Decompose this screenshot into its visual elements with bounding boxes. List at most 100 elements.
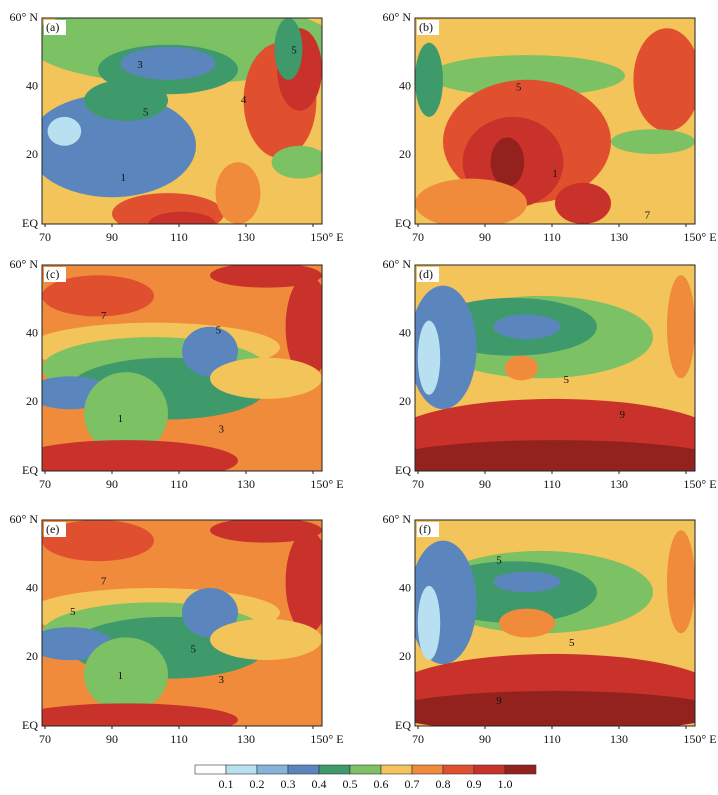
lon-label: 110 <box>170 230 188 244</box>
lon-label: 90 <box>479 732 491 746</box>
contour-region <box>120 46 216 80</box>
contour-region <box>417 320 441 395</box>
colorbar-box <box>287 764 320 775</box>
contour-label: 9 <box>496 695 502 707</box>
colorbar-tick-label: 0.8 <box>436 777 451 791</box>
contour-region <box>415 540 477 665</box>
contour-region <box>633 28 695 132</box>
colorbar-tick-label: 0.5 <box>343 777 358 791</box>
panel-frame <box>414 17 696 225</box>
lon-label: 150° E <box>310 732 343 746</box>
map-panel: 59 <box>415 265 695 471</box>
contour-region <box>148 211 216 224</box>
contour-label: 5 <box>516 82 522 94</box>
panel-label: (f) <box>419 522 431 536</box>
lat-label: EQ <box>22 216 38 230</box>
lon-label: 110 <box>170 732 188 746</box>
contour-region <box>42 703 238 726</box>
lon-label: 70 <box>412 230 424 244</box>
colorbar-tick-label: 0.6 <box>374 777 389 791</box>
contour-label: 7 <box>645 209 651 221</box>
colorbar-box <box>349 764 382 775</box>
contour-region <box>210 520 322 543</box>
contour-region <box>182 587 238 638</box>
lat-label: EQ <box>22 718 38 732</box>
panel-label: (b) <box>419 20 433 34</box>
contour-region <box>415 42 443 117</box>
contour-region <box>555 182 611 224</box>
contour-region <box>504 355 539 381</box>
lat-label: 40 <box>399 78 411 92</box>
lat-label: 20 <box>399 147 411 161</box>
contour-region <box>47 116 82 146</box>
lon-label: 110 <box>170 477 188 491</box>
lon-label: 130 <box>610 477 628 491</box>
lat-label: 40 <box>399 325 411 339</box>
lat-label: 20 <box>26 394 38 408</box>
contour-label: 7 <box>101 575 107 587</box>
contour-label: 3 <box>218 423 224 435</box>
lon-label: 130 <box>237 230 255 244</box>
contour-region <box>429 55 625 97</box>
contour-label: 5 <box>70 606 76 618</box>
lon-label: 90 <box>106 477 118 491</box>
colorbar-tick-label: 0.9 <box>467 777 482 791</box>
contour-region <box>417 585 441 661</box>
lat-label: 20 <box>399 649 411 663</box>
map-panel: 3 5 5 4 1 <box>42 18 322 224</box>
contour-region <box>415 178 527 224</box>
contour-label: 5 <box>216 324 222 336</box>
contour-label: 5 <box>291 44 297 56</box>
contour-label: 3 <box>137 59 143 71</box>
lon-label: 90 <box>106 230 118 244</box>
colorbar-box <box>504 764 537 775</box>
lat-label: 40 <box>26 78 38 92</box>
panel-label: (a) <box>46 20 59 34</box>
lon-label: 90 <box>106 732 118 746</box>
contour-region <box>84 372 168 455</box>
contour-region <box>274 18 303 80</box>
contour-label: 7 <box>101 310 107 322</box>
lon-label: 150° E <box>683 230 716 244</box>
panel-label-box <box>44 20 66 35</box>
contour-region <box>42 275 154 317</box>
contour-region <box>415 690 695 726</box>
panel-label-box <box>44 522 66 537</box>
colorbar-box <box>411 764 444 775</box>
lat-label: 60° N <box>10 512 39 526</box>
lat-label: 60° N <box>383 257 412 271</box>
panel-label-box <box>417 522 439 537</box>
lon-label: 130 <box>610 732 628 746</box>
panel-label-box <box>417 20 439 35</box>
contour-region <box>42 520 154 562</box>
colorbar-tick-label: 0.4 <box>312 777 327 791</box>
contour-label: 3 <box>218 674 224 686</box>
panel-label-box <box>417 267 439 282</box>
contour-region <box>415 440 695 471</box>
panel-frame <box>41 519 323 727</box>
contour-label: 1 <box>120 172 126 184</box>
contour-region <box>215 162 261 224</box>
lon-label: 70 <box>39 230 51 244</box>
contour-region <box>84 637 168 712</box>
contour-region <box>210 618 322 661</box>
colorbar-tick-label: 0.3 <box>281 777 296 791</box>
lon-label: 130 <box>237 732 255 746</box>
lat-label: 40 <box>26 325 38 339</box>
lat-label: 60° N <box>10 257 39 271</box>
panel-label: (c) <box>46 267 59 281</box>
contour-label: 5 <box>190 643 196 655</box>
contour-region <box>493 571 561 593</box>
colorbar-tick-label: 0.7 <box>405 777 420 791</box>
contour-region <box>84 79 168 121</box>
lon-label: 70 <box>39 732 51 746</box>
lat-label: 40 <box>399 580 411 594</box>
lon-label: 130 <box>237 477 255 491</box>
colorbar-tick-label: 1.0 <box>498 777 513 791</box>
contour-region <box>611 129 695 154</box>
lon-label: 150° E <box>683 477 716 491</box>
panel-label-box <box>44 267 66 282</box>
panel-frame <box>41 17 323 225</box>
lat-label: EQ <box>22 463 38 477</box>
panel-label: (e) <box>46 522 59 536</box>
